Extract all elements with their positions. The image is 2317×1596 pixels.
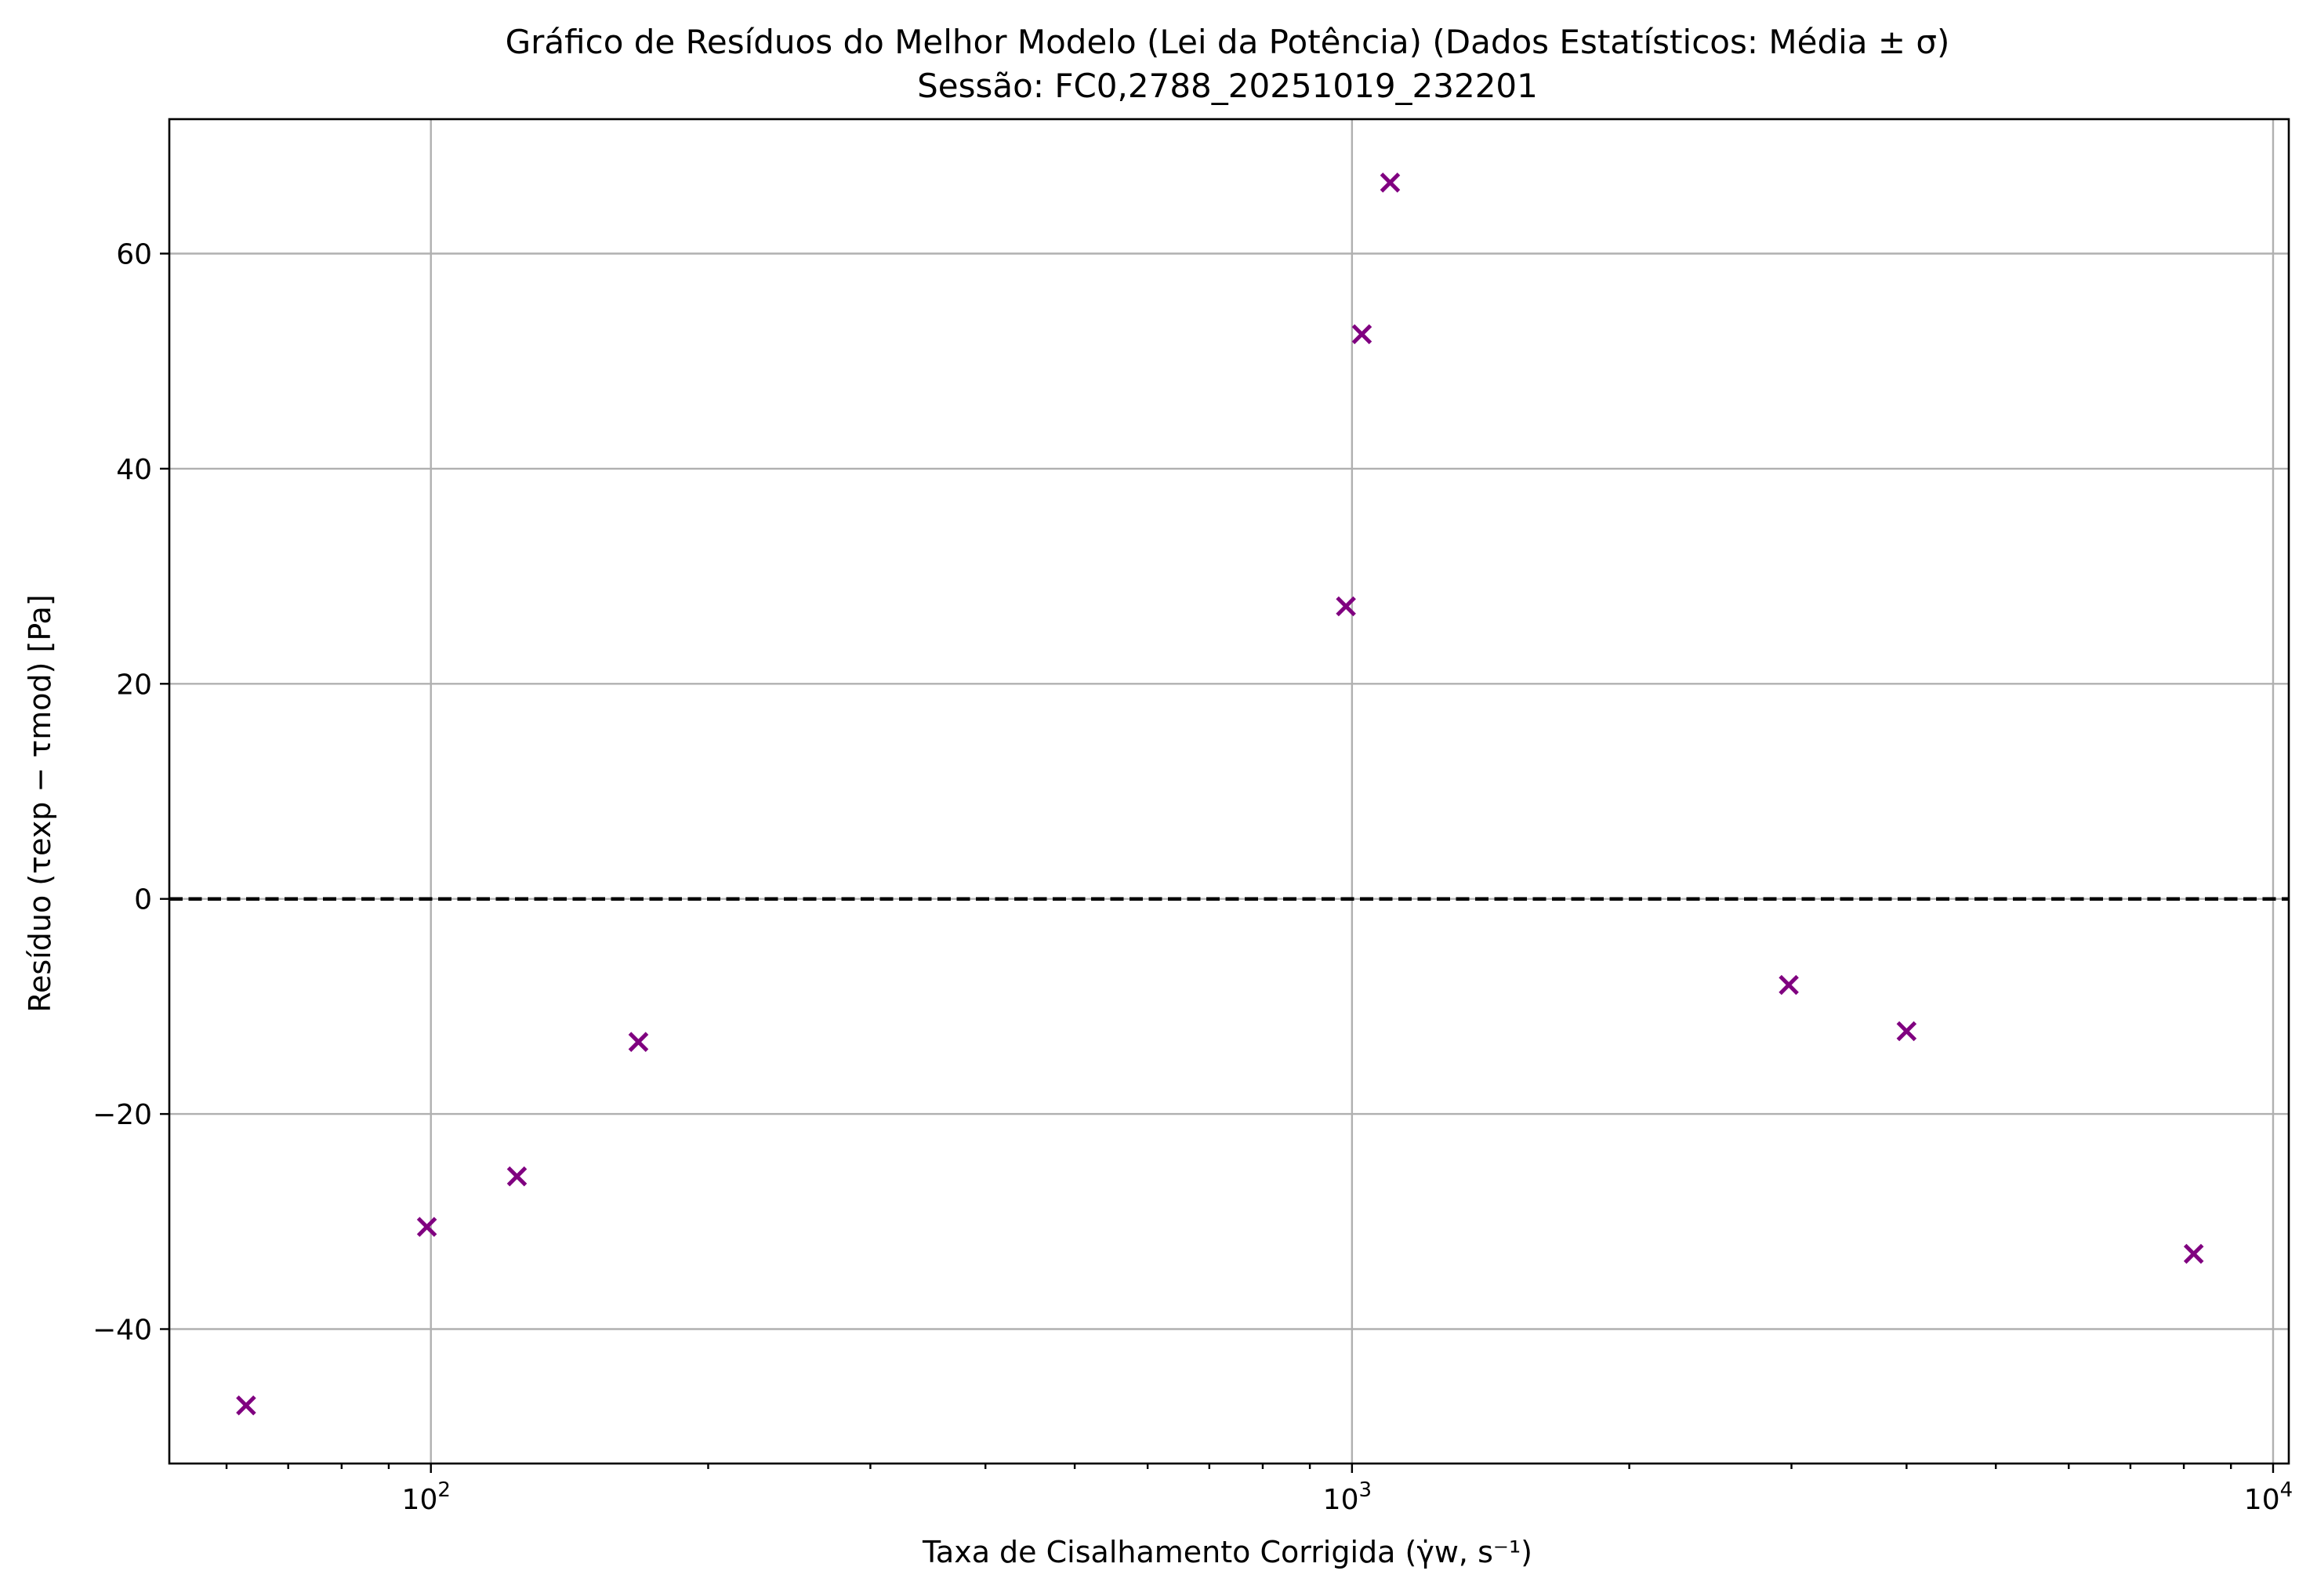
y-axis-label: Resíduo (τexp − τmod) [Pa]: [23, 594, 57, 1012]
x-axis-label: Taxa de Cisalhamento Corrigida (γ̇w, s⁻¹…: [922, 1535, 1532, 1569]
data-point: [506, 1166, 528, 1187]
data-point: [1779, 974, 1799, 996]
data-point-stroke-b: [628, 1032, 649, 1052]
data-point: [236, 1395, 256, 1416]
data-point-stroke-b: [236, 1395, 256, 1416]
data-point-stroke-b: [1351, 324, 1372, 345]
data-point-stroke-b: [506, 1166, 528, 1187]
x-tick-label: 102: [402, 1478, 451, 1516]
y-tick-label: −20: [92, 1099, 152, 1131]
data-point-stroke-b: [1896, 1021, 1917, 1042]
plot-frame: [168, 118, 2290, 1465]
data-point-stroke-b: [2183, 1243, 2204, 1264]
chart-title: Gráfico de Resíduos do Melhor Modelo (Le…: [506, 23, 1950, 61]
data-point-stroke-b: [1380, 172, 1401, 193]
data-point-stroke-b: [1779, 974, 1799, 996]
y-tick-label: 40: [116, 454, 152, 486]
x-tick-label: 103: [1323, 1478, 1372, 1516]
data-point: [2183, 1243, 2204, 1264]
data-point-stroke-b: [416, 1217, 437, 1237]
data-point: [1896, 1021, 1917, 1042]
data-point: [1336, 596, 1356, 617]
y-tick-label: −40: [92, 1315, 152, 1347]
tick-labels: −40 −20 0 20 40 60 102 103 104: [92, 239, 2293, 1517]
y-tick-label: 60: [116, 239, 152, 271]
data-point: [416, 1217, 437, 1237]
data-point-stroke-b: [1336, 596, 1356, 617]
data-point: [628, 1032, 649, 1052]
chart-subtitle: Sessão: FC0,2788_20251019_232201: [917, 67, 1538, 105]
data-point: [1380, 172, 1401, 193]
y-tick-label: 0: [134, 884, 152, 916]
grid-layer: [169, 119, 2289, 1464]
x-tick-label: 104: [2244, 1478, 2293, 1516]
data-point: [1351, 324, 1372, 345]
y-tick-label: 20: [116, 669, 152, 701]
data-points: [236, 172, 2204, 1416]
